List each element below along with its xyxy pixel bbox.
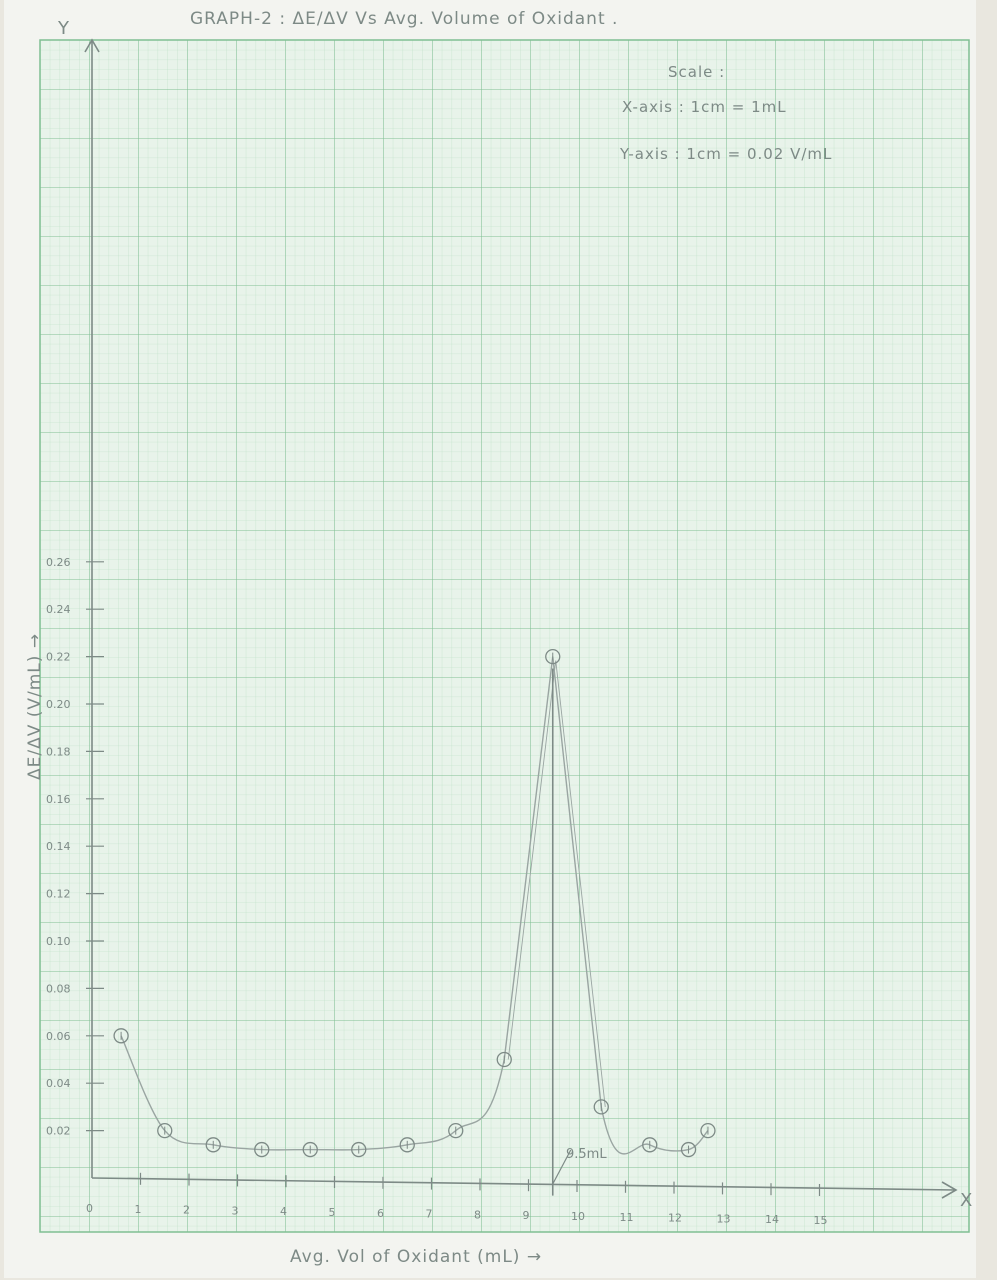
y-tick-label: 0.08 (46, 982, 71, 995)
y-tick-label: 0.14 (46, 840, 71, 853)
x-tick-label: 6 (377, 1207, 384, 1220)
x-tick-label: 8 (474, 1208, 481, 1221)
x-tick-label: 15 (814, 1214, 828, 1227)
x-tick-label: 2 (183, 1204, 190, 1217)
x-axis-line (91, 1177, 956, 1191)
data-point (700, 1122, 716, 1139)
x-axis-title: Avg. Vol of Oxidant (mL) → (290, 1247, 542, 1267)
y-tick-label: 0.04 (46, 1077, 71, 1090)
data-point (448, 1122, 464, 1139)
data-point (302, 1141, 318, 1158)
equivalence-marker (551, 668, 572, 1196)
data-point (496, 1051, 512, 1068)
x-axis-letter: X (960, 1190, 972, 1211)
curve-layer (113, 648, 716, 1158)
x-tick-label: 13 (717, 1212, 731, 1225)
data-point (157, 1122, 173, 1139)
data-point (205, 1137, 221, 1153)
x-tick-label: 3 (232, 1204, 239, 1217)
y-tick-label: 0.06 (46, 1030, 71, 1043)
equivalence-arrow (552, 1149, 572, 1185)
y-axis-arrow (84, 38, 100, 53)
x-tick-label: 4 (280, 1205, 287, 1218)
x-tick-label: 7 (426, 1208, 433, 1221)
y-tick-label: 0.22 (46, 651, 71, 664)
y-tick-label: 0.16 (46, 793, 71, 806)
x-tick-label: 5 (329, 1206, 336, 1219)
y-axis-letter: Y (57, 18, 70, 39)
y-tick-label: 0.26 (46, 556, 71, 569)
graph-title: GRAPH-2 : ΔE/ΔV Vs Avg. Volume of Oxidan… (190, 9, 618, 29)
data-point (545, 648, 561, 665)
x-tick-label: 14 (765, 1213, 779, 1226)
y-tick-label: 0.24 (46, 603, 71, 616)
data-point (642, 1137, 658, 1153)
data-point (351, 1141, 367, 1158)
data-point (593, 1099, 609, 1115)
scale-heading: Scale : (668, 63, 725, 81)
y-tick-label: 0.02 (46, 1125, 71, 1138)
data-point (254, 1141, 270, 1158)
y-ticks: 0.02 0.04 0.06 0.08 0.10 0.12 0.14 0.16 0.18 0.20… (46, 556, 104, 1138)
y-tick-label: 0.12 (46, 888, 71, 901)
data-point (680, 1141, 697, 1158)
scale-y-axis: Y-axis : 1cm = 0.02 V/mL (619, 145, 832, 163)
x-tick-label: 11 (620, 1211, 634, 1224)
data-point (399, 1137, 415, 1153)
x-tick-label: 12 (668, 1212, 682, 1225)
x-tick-label: 10 (571, 1210, 585, 1223)
graph-grid (39, 39, 970, 1233)
data-point (113, 1028, 129, 1044)
series-line-trace (507, 660, 606, 1107)
y-tick-label: 0.18 (46, 745, 71, 758)
equivalence-label: 9.5mL (566, 1147, 607, 1162)
x-tick-label: 9 (523, 1209, 530, 1222)
y-tick-label: 0.20 (46, 698, 71, 711)
x-tick-label: 0 (86, 1202, 93, 1215)
x-axis-arrow (941, 1181, 958, 1199)
x-tick-label: 1 (135, 1203, 142, 1216)
y-tick-label: 0.10 (46, 935, 71, 948)
scale-x-axis: X-axis : 1cm = 1mL (622, 98, 787, 116)
y-axis-title: ΔE/ΔV (V/mL) → (25, 633, 45, 780)
x-ticks: 0 1 2 3 4 5 6 7 8 9 10 11 12 13 14 15 (86, 1172, 828, 1227)
